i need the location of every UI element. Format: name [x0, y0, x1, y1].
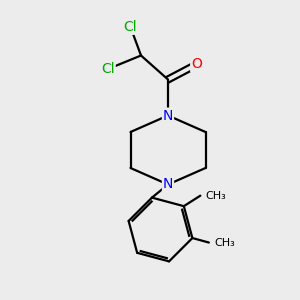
Text: CH₃: CH₃: [206, 191, 226, 201]
Text: Cl: Cl: [124, 20, 137, 34]
Text: N: N: [163, 178, 173, 191]
Text: Cl: Cl: [101, 62, 115, 76]
Text: CH₃: CH₃: [214, 238, 235, 248]
Text: N: N: [163, 109, 173, 122]
Text: O: O: [191, 58, 202, 71]
